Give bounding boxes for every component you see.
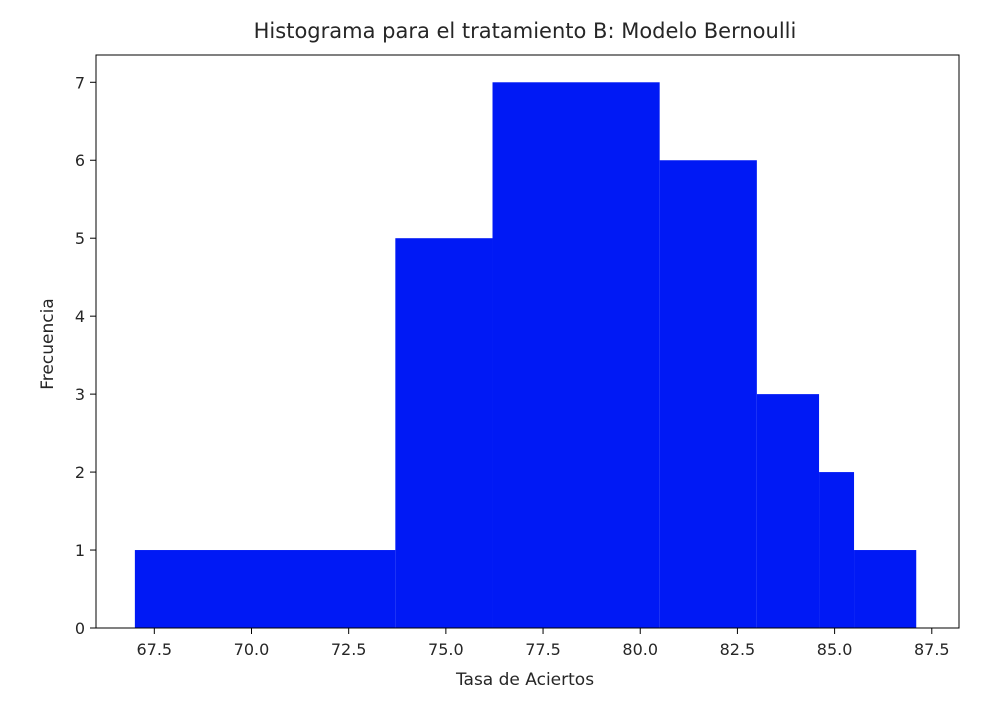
- x-tick-label: 85.0: [817, 640, 853, 659]
- histogram-bar: [819, 472, 855, 628]
- y-tick-label: 3: [75, 385, 85, 404]
- x-tick-label: 67.5: [136, 640, 172, 659]
- x-tick-label: 72.5: [331, 640, 367, 659]
- histogram-bar: [134, 550, 396, 628]
- y-tick-label: 6: [75, 151, 85, 170]
- bars-group: [134, 82, 917, 629]
- x-axis-title: Tasa de Aciertos: [455, 670, 594, 690]
- y-axis-title: Frecuencia: [38, 298, 58, 389]
- chart-title: Histograma para el tratamiento B: Modelo…: [254, 19, 797, 43]
- y-tick-label: 7: [75, 73, 85, 92]
- histogram-bar: [756, 394, 820, 628]
- y-tick-label: 2: [75, 463, 85, 482]
- y-tick-label: 5: [75, 229, 85, 248]
- y-axis: 0 1 2 3 4 5 6 7: [75, 73, 96, 638]
- histogram-bar: [659, 160, 757, 628]
- histogram-bar: [854, 550, 917, 628]
- histogram-bar: [395, 238, 493, 628]
- x-axis: 67.5 70.0 72.5 75.0 77.5 80.0 82.5 85.0 87.5: [136, 628, 950, 659]
- x-tick-label: 70.0: [234, 640, 270, 659]
- x-tick-label: 82.5: [720, 640, 756, 659]
- x-tick-label: 80.0: [622, 640, 658, 659]
- y-tick-label: 4: [75, 307, 85, 326]
- x-tick-label: 77.5: [525, 640, 561, 659]
- x-tick-label: 87.5: [914, 640, 950, 659]
- histogram-bar: [492, 82, 660, 629]
- y-tick-label: 0: [75, 619, 85, 638]
- x-tick-label: 75.0: [428, 640, 464, 659]
- plot-frame: [95, 54, 960, 629]
- y-tick-label: 1: [75, 541, 85, 560]
